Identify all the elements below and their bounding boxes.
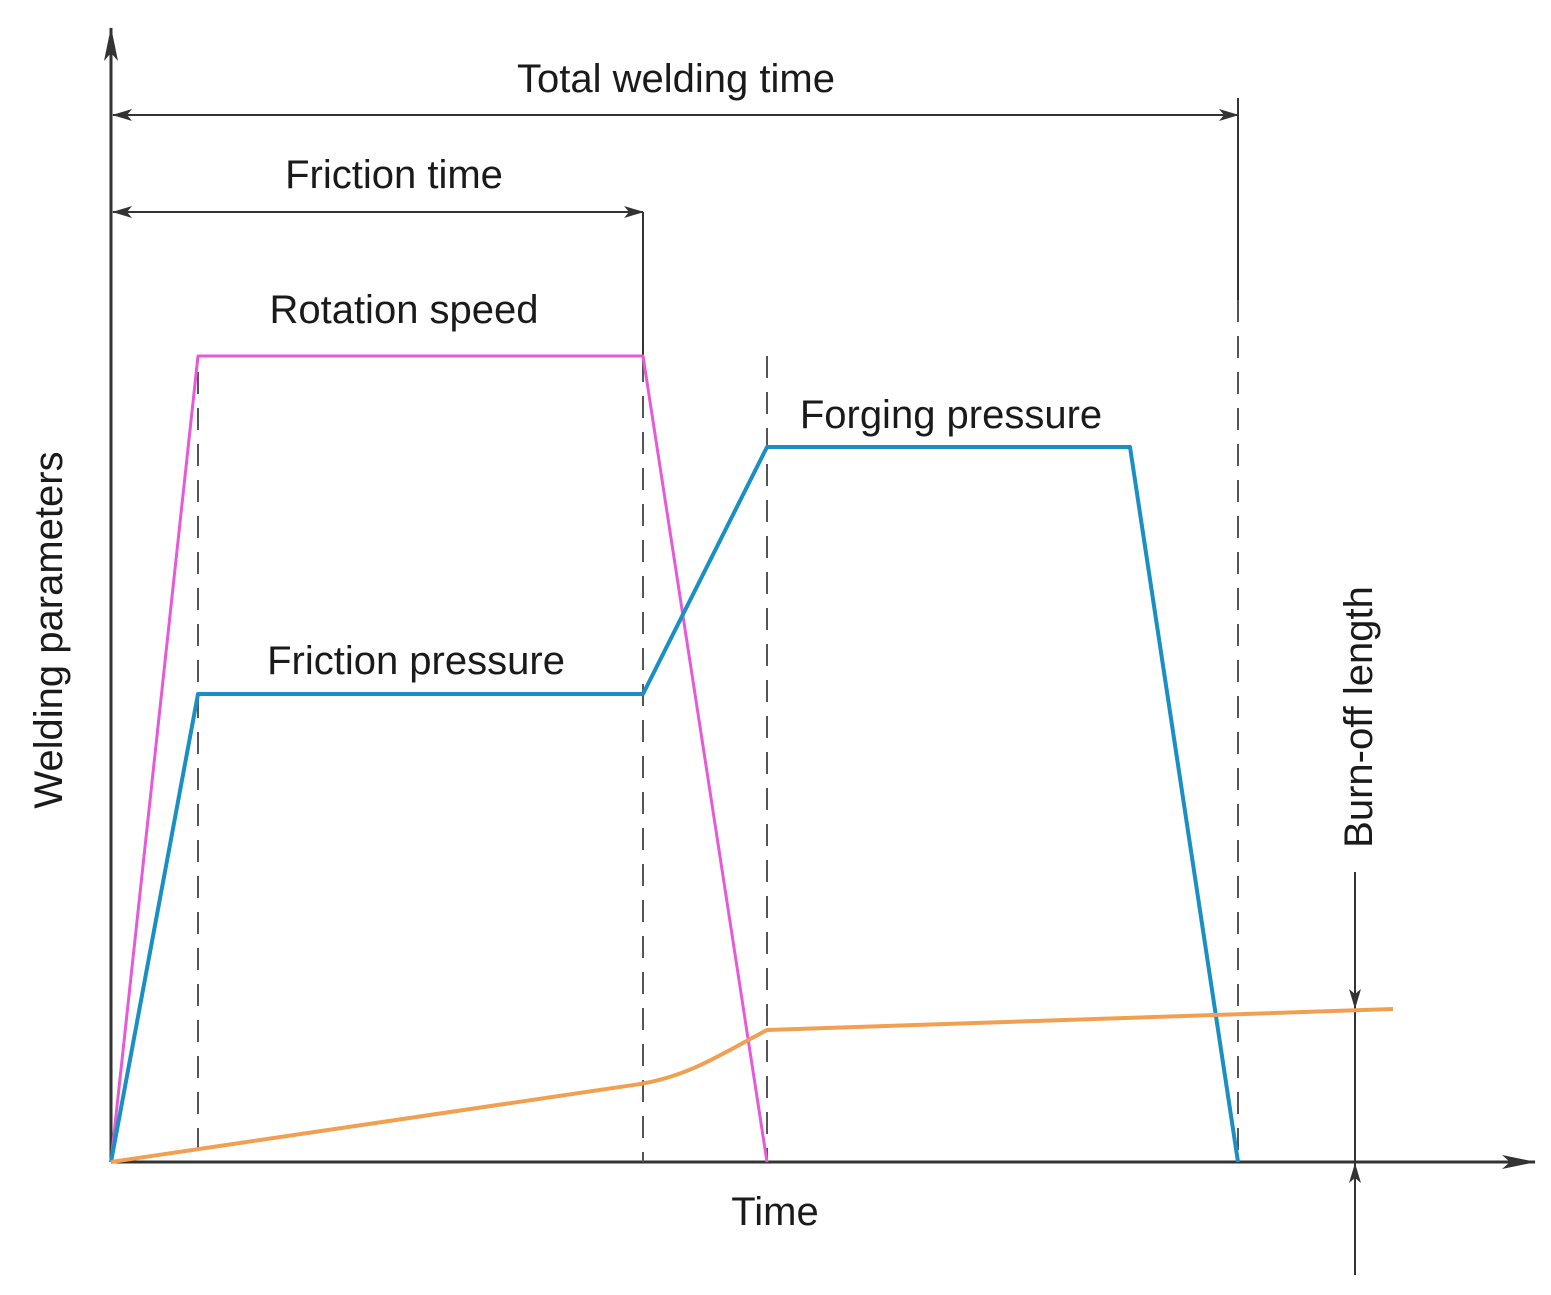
burn-off-length-label: Burn-off length: [1337, 586, 1381, 848]
pressure-curve: [109, 445, 1240, 1163]
rotation-speed-label: Rotation speed: [269, 288, 538, 332]
friction-time-label: Friction time: [285, 153, 503, 197]
friction-pressure-label: Friction pressure: [267, 639, 565, 683]
forging-pressure-label: Forging pressure: [800, 393, 1102, 437]
burn-off-curve: [110, 1007, 1394, 1164]
x-axis-title: Time: [731, 1190, 818, 1234]
y-axis-title: Welding parameters: [27, 451, 71, 808]
rotation-speed-curve: [109, 354, 769, 1163]
total-welding-time-label: Total welding time: [517, 57, 835, 101]
